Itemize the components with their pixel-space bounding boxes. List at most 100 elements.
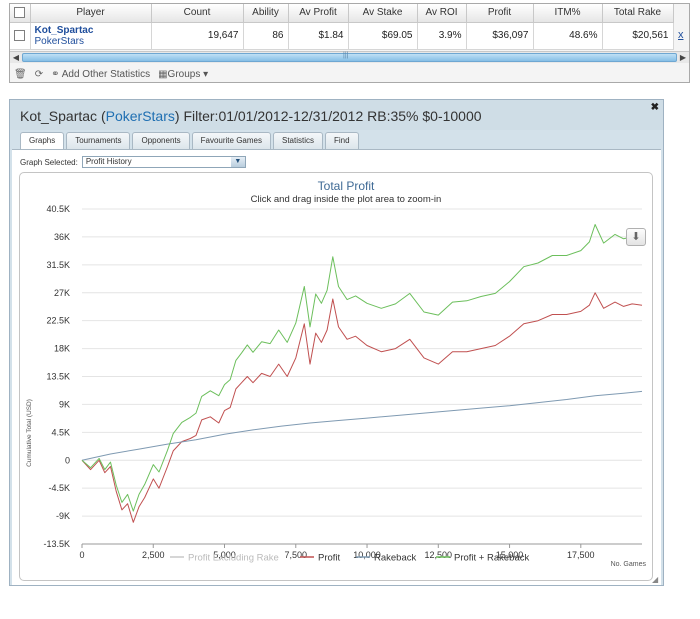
- y-tick-label: 4.5K: [51, 427, 70, 437]
- title-player: Kot_Spartac: [20, 108, 98, 124]
- x-tick-label: 17,500: [567, 550, 595, 560]
- stats-table: Player Count Ability Av Profit Av Stake …: [10, 4, 674, 50]
- resize-handle-icon[interactable]: ◢: [652, 575, 659, 584]
- graph-selected-label: Graph Selected:: [20, 157, 78, 167]
- y-tick-label: -13.5K: [43, 539, 70, 549]
- column-header-itm[interactable]: ITM%: [533, 4, 603, 23]
- tab-bar: Graphs Tournaments Opponents Favourite G…: [20, 132, 359, 150]
- column-header-ability[interactable]: Ability: [243, 4, 289, 23]
- series-line-profit: [81, 292, 643, 523]
- row-remove-link[interactable]: x: [678, 29, 684, 41]
- y-tick-label: 9K: [59, 399, 70, 409]
- horizontal-scrollbar[interactable]: ◀ ||| ▶: [10, 51, 689, 63]
- column-header-count[interactable]: Count: [151, 4, 244, 23]
- table-icon: ▦: [158, 69, 168, 80]
- column-header-av-roi[interactable]: Av ROI: [417, 4, 467, 23]
- column-header-av-stake[interactable]: Av Stake: [348, 4, 418, 23]
- x-axis-ticks: 0 2,500 5,000 7,500 10,000 12,500 15,000 17,500: [79, 544, 595, 560]
- graph-select-value: Profit History: [85, 157, 132, 166]
- column-header-profit[interactable]: Profit: [466, 4, 534, 23]
- legend-item-profit[interactable]: Profit: [318, 553, 341, 564]
- dropdown-arrow-icon: ▾: [203, 69, 209, 80]
- y-tick-label: 0: [65, 455, 70, 465]
- title-site-link[interactable]: PokerStars: [105, 108, 175, 124]
- graph-selector: Graph Selected: Profit History ▼: [20, 156, 246, 168]
- legend-item-profit-rakeback[interactable]: Profit + Rakeback: [454, 553, 529, 564]
- close-icon[interactable]: ✖: [650, 102, 659, 113]
- table-row[interactable]: Kot_Spartac PokerStars 19,647 86 $1.84 $…: [10, 22, 674, 50]
- link-icon: ⚭: [51, 69, 60, 80]
- series-line-rakeback: [81, 390, 643, 461]
- ability-cell: 86: [243, 22, 289, 50]
- y-tick-label: 27K: [54, 288, 70, 298]
- legend-item-rakeback[interactable]: Rakeback: [374, 553, 416, 564]
- player-window: Kot_Spartac (PokerStars) Filter:01/01/20…: [9, 99, 664, 586]
- tab-find[interactable]: Find: [325, 132, 359, 149]
- scroll-left-icon[interactable]: ◀: [12, 53, 20, 62]
- title-paren-open: (: [100, 108, 106, 124]
- column-header-total-rake[interactable]: Total Rake: [602, 4, 674, 23]
- refresh-icon[interactable]: ⟳: [34, 69, 44, 80]
- groups-button[interactable]: ▦Groups ▾: [158, 69, 208, 80]
- itm-cell: 48.6%: [533, 22, 603, 50]
- stats-grid: Player Count Ability Av Profit Av Stake …: [9, 3, 690, 83]
- window-title: Kot_Spartac (PokerStars) Filter:01/01/20…: [20, 108, 482, 124]
- trash-icon[interactable]: 🗑: [14, 69, 27, 80]
- y-tick-label: 31.5K: [46, 260, 70, 270]
- x-tick-label: 10,000: [353, 550, 381, 560]
- chart-legend: Profit Excluding Rake Profit Rakeback Profi…: [170, 553, 529, 564]
- y-axis-label: Cumulative Total (USD): [26, 399, 33, 467]
- x-tick-label: 2,500: [142, 550, 165, 560]
- download-icon[interactable]: ⬇: [626, 228, 646, 246]
- chart-container: -13.5K -9K -4.5K 0 4.5K 9K 13.5K 18K 22.5K 27K 31.…: [19, 172, 653, 581]
- player-name-link[interactable]: Kot_Spartac: [34, 24, 94, 36]
- legend-item-profit-excluding-rake[interactable]: Profit Excluding Rake: [188, 553, 279, 564]
- x-tick-label: 0: [79, 550, 84, 560]
- y-tick-label: 18K: [54, 344, 70, 354]
- chart-subtitle: Click and drag inside the plot area to z…: [251, 194, 442, 205]
- count-cell: 19,647: [151, 22, 244, 50]
- scroll-right-icon[interactable]: ▶: [679, 53, 687, 62]
- x-tick-label: 15,000: [496, 550, 524, 560]
- x-tick-label: 5,000: [213, 550, 236, 560]
- av-profit-cell: $1.84: [288, 22, 349, 50]
- tab-statistics[interactable]: Statistics: [272, 132, 323, 149]
- chevron-down-icon: ▼: [230, 157, 245, 167]
- select-all-checkbox[interactable]: [10, 4, 31, 23]
- total-rake-cell: $20,561: [602, 22, 674, 50]
- column-header-player[interactable]: Player: [30, 4, 152, 23]
- add-stats-label: Add Other Statistics: [61, 69, 151, 80]
- profit-cell: $36,097: [466, 22, 534, 50]
- graph-select-dropdown[interactable]: Profit History ▼: [81, 156, 246, 168]
- scrollbar-thumb[interactable]: |||: [22, 52, 677, 62]
- chart-series: [81, 224, 643, 523]
- tab-tournaments[interactable]: Tournaments: [66, 132, 131, 149]
- title-paren-close: ): [174, 108, 180, 124]
- tab-favourite-games[interactable]: Favourite Games: [191, 132, 271, 149]
- y-tick-label: -4.5K: [48, 483, 70, 493]
- tab-opponents[interactable]: Opponents: [132, 132, 190, 149]
- player-cell: Kot_Spartac PokerStars: [30, 22, 152, 50]
- x-tick-label: 12,500: [425, 550, 453, 560]
- series-line-profit-rakeback: [81, 224, 643, 512]
- groups-label: Groups: [167, 69, 201, 80]
- title-filter: Filter:01/01/2012-12/31/2012 RB:35% $0-1…: [183, 108, 482, 124]
- y-tick-label: 22.5K: [46, 316, 70, 326]
- chart-title: Total Profit: [318, 179, 375, 193]
- row-checkbox[interactable]: [10, 22, 31, 50]
- window-header: Kot_Spartac (PokerStars) Filter:01/01/20…: [10, 100, 663, 130]
- chart-gridlines: [82, 208, 642, 545]
- av-roi-cell: 3.9%: [417, 22, 467, 50]
- y-tick-label: 13.5K: [46, 372, 70, 382]
- tab-graphs[interactable]: Graphs: [20, 132, 65, 150]
- column-header-av-profit[interactable]: Av Profit: [288, 4, 349, 23]
- profit-chart[interactable]: -13.5K -9K -4.5K 0 4.5K 9K 13.5K 18K 22.5K 27K 31.…: [20, 173, 652, 580]
- y-tick-label: -9K: [56, 511, 70, 521]
- grid-toolbar: 🗑 ⟳ ⚭ Add Other Statistics ▦Groups ▾: [10, 66, 689, 83]
- add-stats-button[interactable]: ⚭ Add Other Statistics: [51, 69, 150, 80]
- player-site-link[interactable]: PokerStars: [34, 35, 84, 47]
- x-tick-label: 7,500: [285, 550, 308, 560]
- y-tick-label: 36K: [54, 232, 70, 242]
- y-axis-ticks: -13.5K -9K -4.5K 0 4.5K 9K 13.5K 18K 22.5K 27K 31.…: [43, 204, 70, 549]
- graphs-panel: Graph Selected: Profit History ▼ -13.5K -…: [12, 149, 661, 585]
